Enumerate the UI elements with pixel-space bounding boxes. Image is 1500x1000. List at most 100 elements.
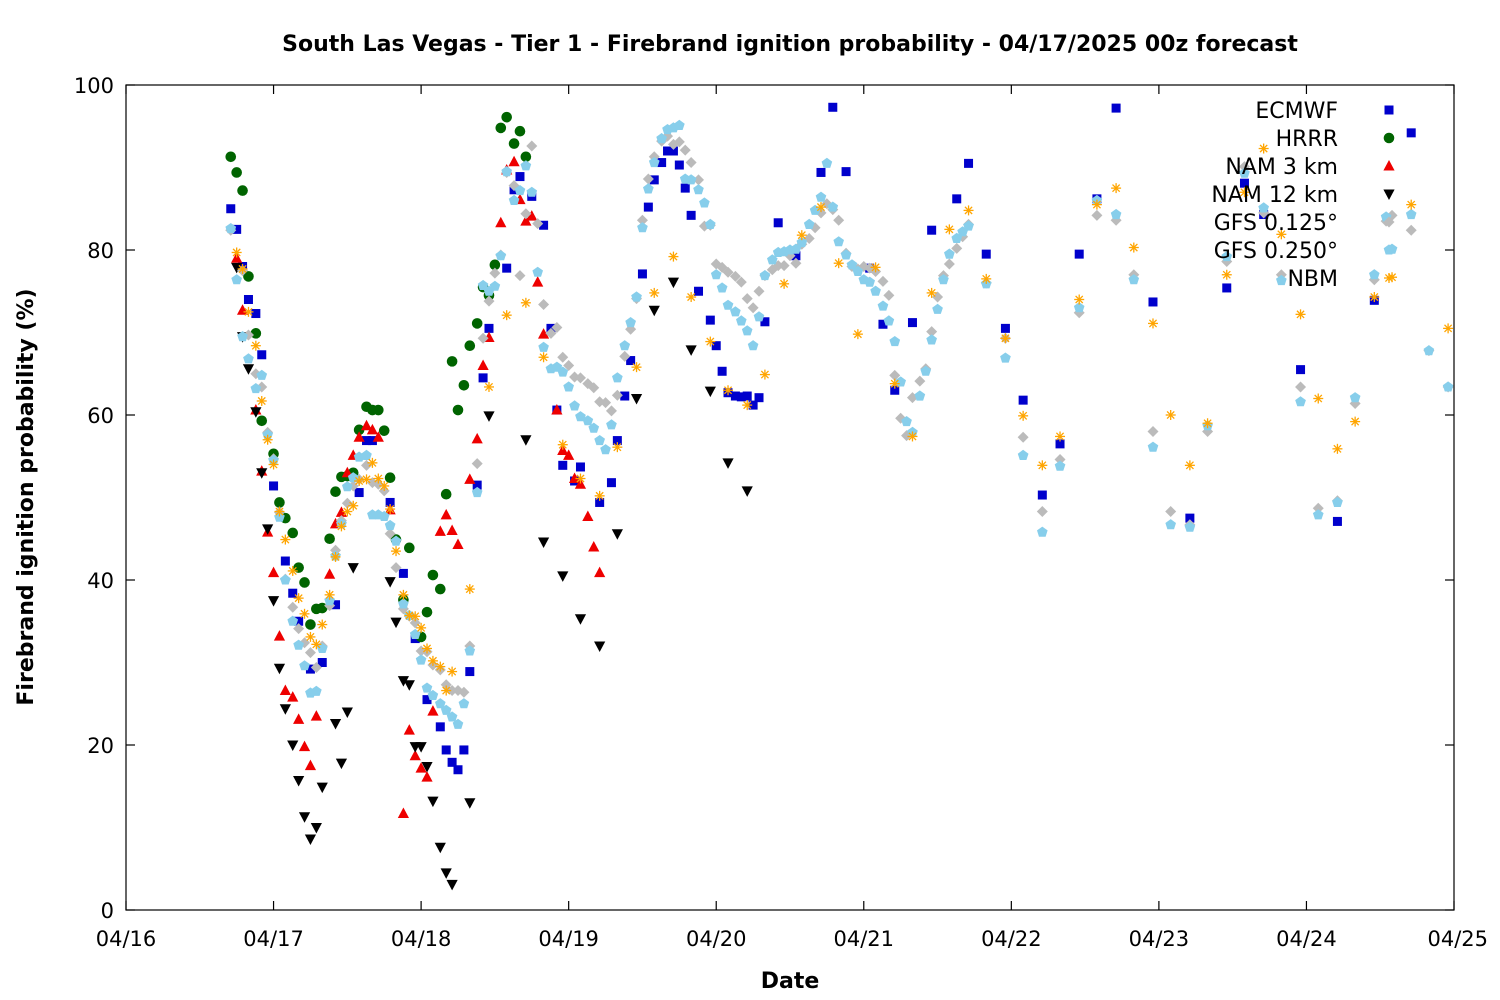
data-point <box>1000 323 1010 333</box>
data-point <box>409 617 421 629</box>
legend-item: HRRR <box>1276 127 1395 152</box>
legend: ECMWF HRRR NAM 3 km NAM 12 km GFS 0.125° GFS … <box>1211 99 1395 292</box>
data-point <box>1258 143 1269 154</box>
data-point <box>649 287 660 298</box>
data-point <box>558 460 568 470</box>
data-point <box>421 606 433 618</box>
x-axis-title: Date <box>761 969 820 994</box>
data-point <box>828 102 838 112</box>
data-point <box>747 340 759 351</box>
data-point <box>932 291 944 303</box>
data-point <box>348 500 359 511</box>
legend-marker <box>1384 105 1394 115</box>
data-point <box>619 340 631 351</box>
data-point <box>1165 410 1176 420</box>
data-point <box>447 757 457 767</box>
data-point <box>637 222 648 233</box>
data-point <box>705 336 716 347</box>
data-point <box>563 360 575 371</box>
data-point <box>557 444 569 455</box>
data-point <box>1147 441 1159 452</box>
data-point <box>520 208 532 220</box>
data-point <box>520 435 532 446</box>
data-point <box>373 404 384 416</box>
data-point <box>422 643 433 654</box>
series-gfs-0-250- <box>225 119 1454 729</box>
legend-marker <box>1383 160 1395 171</box>
data-point <box>294 616 304 626</box>
data-point <box>434 525 446 536</box>
data-point <box>551 322 563 334</box>
data-point <box>464 645 476 656</box>
data-point <box>269 481 279 491</box>
data-point <box>532 276 544 287</box>
data-point <box>446 524 458 535</box>
data-point <box>237 263 248 274</box>
data-point <box>1055 439 1065 449</box>
data-point <box>367 457 378 468</box>
data-point <box>1073 302 1085 313</box>
data-point <box>452 718 464 729</box>
data-point <box>537 328 550 339</box>
data-point <box>391 546 402 557</box>
data-point <box>287 740 299 751</box>
data-point <box>288 588 298 598</box>
data-point <box>342 481 353 492</box>
data-point <box>760 317 770 327</box>
data-point <box>833 214 845 226</box>
data-point <box>384 519 396 531</box>
data-point <box>611 389 623 401</box>
data-point <box>693 184 704 195</box>
data-point <box>465 667 475 677</box>
data-point <box>1018 410 1029 421</box>
data-point <box>1239 187 1250 198</box>
data-point <box>574 614 587 625</box>
data-point <box>1184 460 1195 471</box>
data-point <box>464 798 476 809</box>
data-point <box>569 400 580 411</box>
data-point <box>595 497 605 507</box>
data-point <box>901 416 912 427</box>
data-point <box>723 385 734 396</box>
data-point <box>243 271 254 282</box>
data-point <box>730 391 740 401</box>
data-point <box>367 436 377 446</box>
data-point <box>625 317 636 328</box>
data-point <box>434 583 446 595</box>
data-point <box>262 434 273 445</box>
data-point <box>378 425 390 436</box>
data-point <box>427 569 439 581</box>
data-point <box>686 292 697 303</box>
data-point <box>538 352 549 363</box>
data-point <box>360 419 373 431</box>
data-point <box>384 528 396 540</box>
data-point <box>680 183 690 193</box>
data-point <box>537 537 550 549</box>
data-point <box>231 252 243 263</box>
data-point <box>1369 269 1380 280</box>
data-point <box>390 535 402 546</box>
data-point <box>280 574 291 585</box>
data-point <box>514 185 526 196</box>
data-point <box>1295 381 1307 393</box>
data-point <box>926 287 937 298</box>
data-point <box>501 166 512 177</box>
data-point <box>440 704 452 715</box>
data-point <box>1443 323 1454 334</box>
data-point <box>626 356 636 366</box>
series-nam-3-km <box>231 155 606 818</box>
data-point <box>435 661 446 672</box>
data-point <box>508 194 520 205</box>
data-point <box>717 366 727 376</box>
data-point <box>464 340 476 352</box>
y-tick-label: 60 <box>87 404 114 428</box>
data-point <box>741 293 753 305</box>
data-point <box>1017 431 1029 443</box>
data-point <box>421 682 433 693</box>
data-point <box>435 698 446 709</box>
data-point <box>636 214 648 226</box>
data-point <box>747 302 759 314</box>
data-point <box>1406 199 1417 210</box>
data-point <box>557 351 569 363</box>
data-point <box>372 431 384 442</box>
